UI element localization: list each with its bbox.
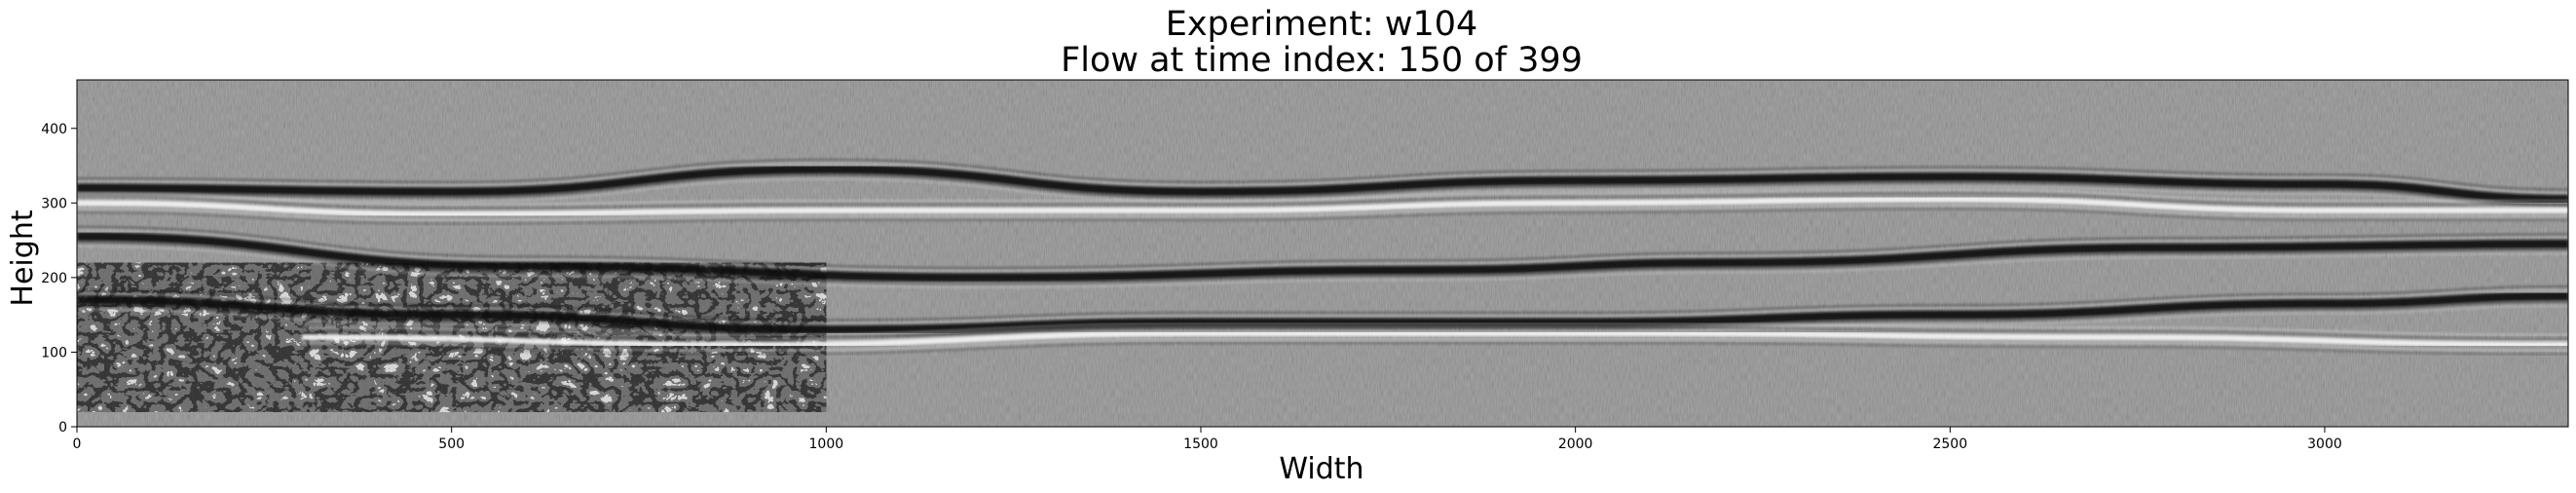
x-axis-label: Width — [1279, 452, 1363, 486]
y-tick-label: 0 — [58, 420, 67, 436]
upper-light-band-streak — [77, 208, 2568, 225]
y-tick-label: 300 — [41, 196, 67, 211]
upper-dark-band-streak — [77, 174, 2568, 207]
x-axis: 0 500 1000 1500 2000 2500 3000 — [73, 427, 2342, 452]
x-tick-label: 500 — [438, 436, 465, 452]
lower-light-band-streak — [301, 338, 2568, 352]
y-tick-label: 200 — [41, 271, 67, 286]
upper-light-band-streak — [77, 192, 2568, 209]
y-axis-label: Height — [6, 209, 40, 306]
middle-dark-band-streak — [77, 242, 2568, 284]
x-tick-label: 2000 — [1558, 436, 1593, 452]
middle-dark-band-core — [77, 232, 2568, 283]
middle-dark-band-streak — [77, 226, 2568, 269]
x-tick-label: 0 — [73, 436, 82, 452]
plot-frame — [76, 79, 2569, 428]
upper-dark-band-streak — [77, 159, 2568, 191]
upper-light-band — [77, 188, 2568, 225]
lower-dark-band-streak — [77, 285, 2568, 322]
y-tick-label: 100 — [41, 345, 67, 360]
x-tick-label: 1500 — [1183, 436, 1218, 452]
chart-title-line-2: Flow at time index: 150 of 399 — [1061, 41, 1583, 80]
x-tick-label: 2500 — [1932, 436, 1967, 452]
x-tick-label: 1000 — [809, 436, 844, 452]
x-tick-label: 3000 — [2307, 436, 2342, 452]
lower-dark-band-core — [77, 291, 2568, 334]
lower-light-band-streak — [301, 342, 2568, 356]
upper-light-band-streak — [77, 204, 2568, 221]
middle-dark-band-streak — [77, 246, 2568, 288]
flow-image — [77, 80, 2568, 427]
middle-dark-band — [77, 226, 2568, 288]
upper-dark-band-streak — [77, 163, 2568, 195]
lower-light-band — [301, 322, 2568, 356]
lower-dark-band-streak — [77, 289, 2568, 325]
y-axis: 0 100 200 300 400 — [41, 122, 77, 436]
middle-dark-band-streak — [77, 230, 2568, 273]
y-tick-label: 400 — [41, 122, 67, 137]
plot-area — [76, 79, 2569, 428]
lower-light-band-streak — [301, 326, 2568, 340]
upper-dark-band-core — [77, 165, 2568, 204]
lower-light-band-core — [301, 330, 2568, 348]
chart-title-line-1: Experiment: w104 — [1166, 5, 1478, 44]
chart-title: Experiment: w104 Flow at time index: 150… — [1061, 5, 1583, 80]
upper-light-band-core — [77, 196, 2568, 217]
upper-light-band-streak — [77, 188, 2568, 206]
lower-light-band-streak — [301, 322, 2568, 336]
